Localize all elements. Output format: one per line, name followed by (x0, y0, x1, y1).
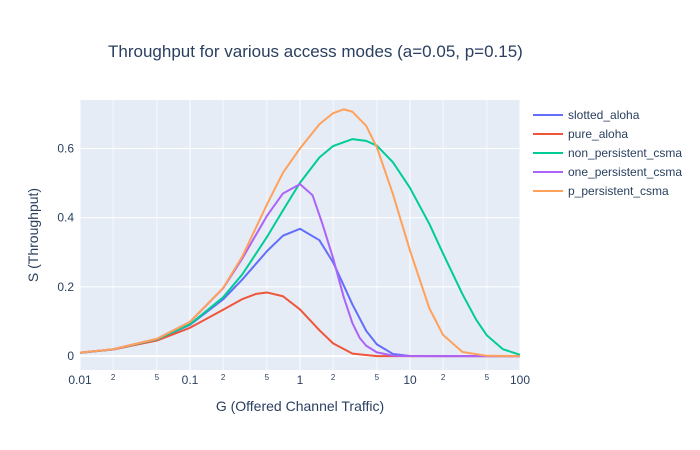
legend-item[interactable]: p_persistent_csma (533, 184, 669, 198)
series-lines (80, 108, 520, 358)
x-tick-label: 0.1 (182, 373, 199, 387)
x-minor-tick-label: 5 (485, 373, 490, 382)
legend-item[interactable]: non_persistent_csma (533, 146, 682, 160)
legend-item[interactable]: slotted_aloha (533, 108, 640, 122)
x-tick-label: 100 (510, 373, 530, 387)
x-minor-tick-label: 2 (331, 373, 336, 382)
x-tick-label: 10 (403, 373, 417, 387)
series-line-p-persistent-csma (80, 108, 520, 358)
y-axis-ticks: 0 0.2 0.4 0.6 (57, 141, 74, 363)
y-tick-label: 0.6 (57, 141, 74, 155)
legend-label: pure_aloha (568, 127, 628, 141)
grid-lines (79, 100, 521, 370)
series-line-non-persistent-csma (80, 138, 520, 356)
chart-title: Throughput for various access modes (a=0… (108, 42, 523, 61)
legend-label: non_persistent_csma (568, 146, 682, 160)
x-minor-tick-label: 2 (111, 373, 116, 382)
x-minor-tick-label: 2 (221, 373, 226, 382)
y-tick-label: 0 (67, 349, 74, 363)
x-tick-label: 0.01 (68, 373, 92, 387)
legend-item[interactable]: pure_aloha (533, 127, 628, 141)
x-tick-label: 1 (297, 373, 304, 387)
x-minor-tick-label: 5 (265, 373, 270, 382)
x-minor-tick-label: 5 (375, 373, 380, 382)
plot-area (80, 108, 520, 358)
x-axis-label: G (Offered Channel Traffic) (216, 398, 384, 414)
legend-label: one_persistent_csma (568, 165, 682, 179)
y-tick-label: 0.2 (57, 280, 74, 294)
y-axis-label: S (Throughput) (25, 188, 41, 282)
legend-label: p_persistent_csma (568, 184, 669, 198)
x-axis-ticks: 0.01 0.1 1 10 100 2 5 2 5 2 5 2 5 (68, 373, 530, 387)
x-minor-tick-label: 5 (155, 373, 160, 382)
y-tick-label: 0.4 (57, 211, 74, 225)
legend-label: slotted_aloha (568, 108, 640, 122)
series-line-pure-aloha (80, 291, 520, 358)
legend: slotted_aloha pure_aloha non_persistent_cs… (533, 108, 682, 198)
x-minor-tick-label: 2 (441, 373, 446, 382)
legend-item[interactable]: one_persistent_csma (533, 165, 682, 179)
